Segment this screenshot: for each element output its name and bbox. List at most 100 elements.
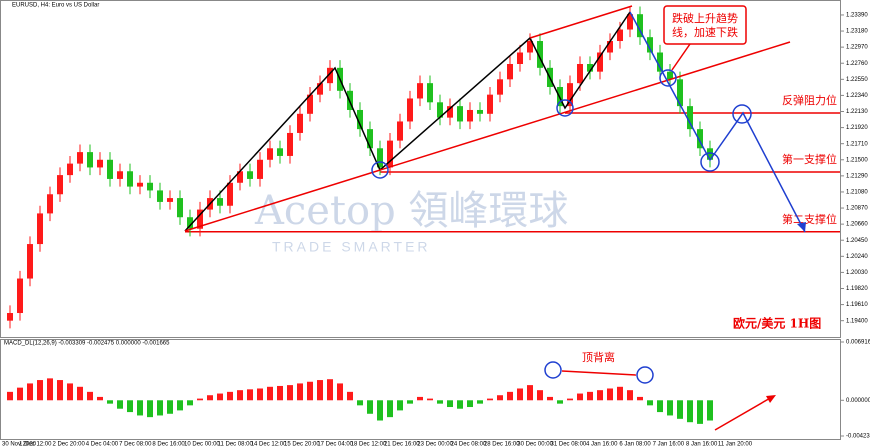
- macd-bar: [247, 389, 253, 401]
- y-tick-label: 1.19400: [846, 318, 868, 324]
- macd-bar: [237, 390, 243, 401]
- trend-line: [184, 41, 791, 232]
- y-tick-label: 1.21500: [846, 157, 868, 163]
- macd-bar: [117, 400, 123, 409]
- macd-bar: [617, 386, 623, 401]
- candle-body: [467, 109, 473, 122]
- macd-bar: [557, 400, 563, 404]
- macd-bar: [667, 400, 673, 416]
- y-tick-label: 1.20450: [846, 238, 868, 244]
- chart-label: 欧元/美元 1H图: [733, 316, 821, 331]
- macd-bar: [277, 385, 283, 401]
- candle-body: [167, 198, 173, 202]
- candle-body: [47, 194, 53, 214]
- candle-body: [57, 175, 63, 195]
- circle: [556, 99, 574, 117]
- macd-bar: [57, 380, 63, 401]
- y-tick-label: 1.22550: [846, 77, 868, 83]
- x-tick-label: 7 Dec 08:00: [119, 442, 152, 448]
- candle-body: [397, 121, 403, 141]
- watermark-tagline: TRADE SMARTER: [272, 239, 431, 255]
- candle-body: [327, 67, 333, 84]
- x-tick-label: 4 Dec 04:00: [86, 442, 119, 448]
- macd-bar: [197, 398, 203, 401]
- candle-body: [97, 159, 103, 168]
- candle-body: [437, 102, 443, 118]
- macd-bar: [517, 388, 523, 401]
- macd-tick-label: 0.006916: [846, 340, 870, 346]
- x-tick-label: 18 Dec 12:00: [351, 442, 387, 448]
- candle-body: [667, 71, 673, 80]
- macd-bar: [147, 400, 153, 418]
- macd-bar: [587, 391, 593, 401]
- macd-bar: [527, 385, 533, 401]
- macd-bar: [27, 383, 33, 401]
- macd-bar: [77, 386, 83, 401]
- x-tick-label: 4 Jan 16:00: [586, 442, 618, 448]
- macd-bar: [87, 391, 93, 401]
- level-label: 第一支撑位: [782, 152, 837, 166]
- arrow-head: [766, 395, 776, 403]
- annotations: [184, 5, 806, 431]
- y-tick-label: 1.23390: [846, 13, 868, 19]
- y-tick-label: 1.20870: [846, 206, 868, 212]
- macd-bar: [387, 400, 393, 418]
- macd-bar: [7, 391, 13, 401]
- y-tick-label: 1.22970: [846, 45, 868, 51]
- macd-bar: [637, 396, 643, 401]
- candle-body: [697, 129, 703, 149]
- circle: [544, 361, 562, 379]
- candle-body: [357, 109, 363, 130]
- macd-bar: [37, 380, 43, 401]
- callout-text: 线，加速下跌: [672, 25, 738, 39]
- candle-body: [37, 213, 43, 245]
- candle-body: [287, 132, 293, 156]
- candle-body: [257, 159, 263, 179]
- macd-bar: [337, 383, 343, 401]
- chart-title: EURUSD, H4: Euro vs US Dollar: [12, 3, 99, 9]
- candle-body: [507, 63, 513, 80]
- x-tick-label: 6 Jan 08:00: [619, 442, 651, 448]
- macd-bar: [647, 400, 653, 406]
- candle-body: [407, 98, 413, 122]
- y-tick-label: 1.19820: [846, 286, 868, 292]
- candle-body: [477, 109, 483, 114]
- x-tick-label: 11 Dec 08:00: [218, 442, 254, 448]
- candle-body: [637, 14, 643, 38]
- macd-bar: [567, 398, 573, 401]
- x-tick-label: 1 Dec 12:00: [19, 442, 52, 448]
- x-tick-label: 24 Dec 08:00: [451, 442, 487, 448]
- candle-body: [137, 182, 143, 187]
- candle-body: [597, 52, 603, 72]
- candle-body: [617, 29, 623, 42]
- macd-bar: [47, 378, 53, 401]
- macd-bar: [167, 400, 173, 414]
- candle-body: [417, 83, 423, 99]
- upper-line: [529, 5, 633, 39]
- y-tick-label: 1.19610: [846, 302, 868, 308]
- macd-bar: [417, 396, 423, 401]
- candles: [7, 6, 713, 329]
- candle-body: [487, 94, 493, 114]
- candle-body: [447, 106, 453, 118]
- candle-body: [157, 190, 163, 202]
- candle-body: [277, 148, 283, 156]
- circle: [636, 366, 654, 384]
- callout-pointer: [671, 43, 691, 71]
- macd-bar: [267, 386, 273, 401]
- divergence-label: 顶背离: [582, 350, 615, 364]
- x-tick-label: 10 Dec 00:00: [184, 442, 220, 448]
- divergence-line: [561, 370, 637, 376]
- candle-body: [177, 198, 183, 218]
- candle-body: [197, 209, 203, 229]
- macd-bar: [317, 380, 323, 401]
- macd-bar: [327, 379, 333, 401]
- candle-body: [267, 148, 273, 160]
- macd-bar: [347, 391, 353, 401]
- macd-bar: [157, 400, 163, 416]
- macd-bar: [97, 396, 103, 401]
- candle-body: [227, 182, 233, 206]
- candle-body: [127, 171, 133, 187]
- price-panel: [0, 0, 841, 338]
- circle: [371, 161, 389, 179]
